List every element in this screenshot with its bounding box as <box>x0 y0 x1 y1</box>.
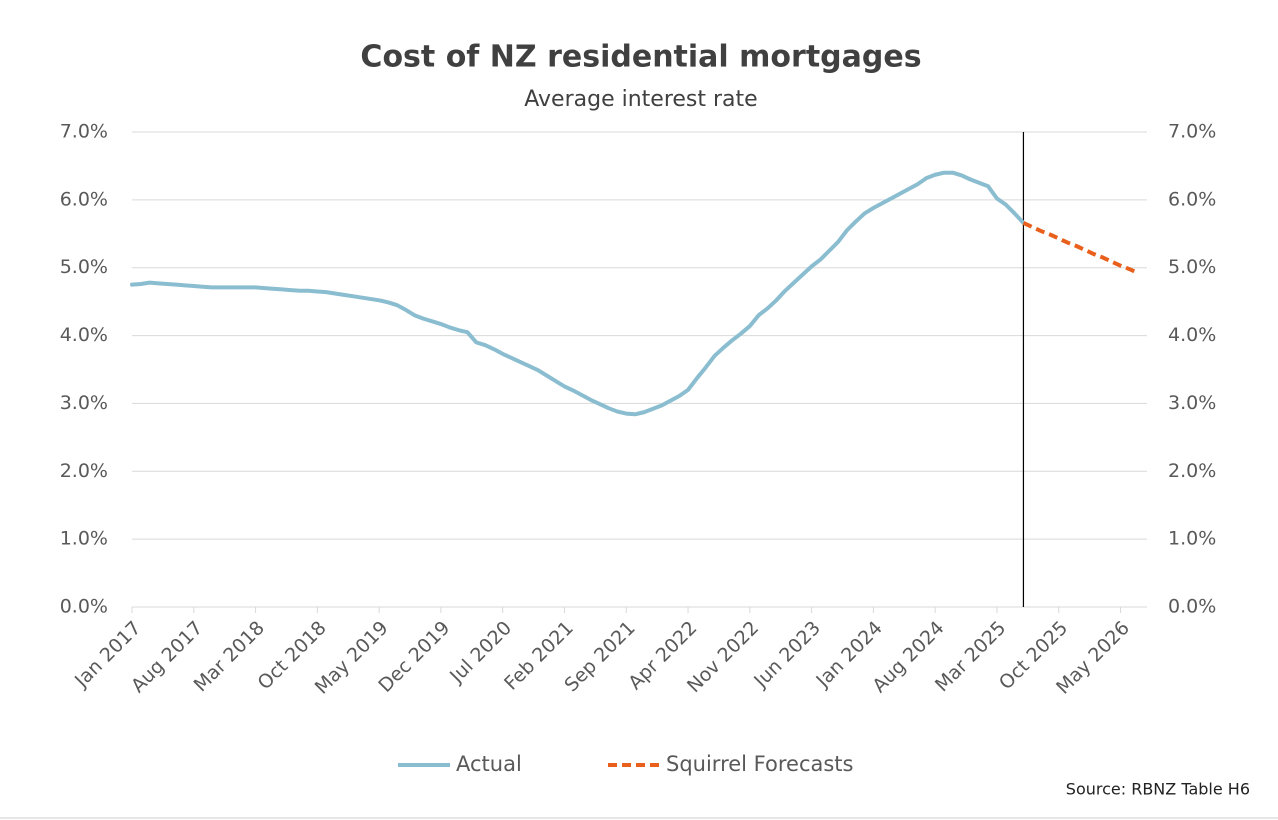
chart-subtitle: Average interest rate <box>524 87 757 112</box>
y2-tick-label: 3.0% <box>1168 392 1216 414</box>
y-tick-label: 6.0% <box>60 188 108 210</box>
x-tick-label: Jun 2023 <box>749 617 825 693</box>
series-line <box>1022 221 1140 275</box>
source-note: Source: RBNZ Table H6 <box>1066 780 1250 799</box>
y2-tick-label: 4.0% <box>1168 324 1216 346</box>
chart-title: Cost of NZ residential mortgages <box>360 40 921 75</box>
y2-tick-label: 5.0% <box>1168 256 1216 278</box>
y-tick-label: 5.0% <box>60 256 108 278</box>
y-tick-label: 7.0% <box>60 121 108 143</box>
legend-label: Squirrel Forecasts <box>666 752 853 776</box>
series-line <box>130 170 1026 417</box>
y-tick-label: 3.0% <box>60 392 108 414</box>
legend-label: Actual <box>456 752 522 776</box>
y-tick-label: 2.0% <box>60 460 108 482</box>
y-tick-label: 4.0% <box>60 324 108 346</box>
y2-tick-label: 6.0% <box>1168 188 1216 210</box>
y2-tick-label: 1.0% <box>1168 528 1216 550</box>
y-tick-label: 0.0% <box>60 596 108 618</box>
y2-tick-label: 0.0% <box>1168 596 1216 618</box>
y-tick-label: 1.0% <box>60 528 108 550</box>
y2-tick-label: 7.0% <box>1168 121 1216 143</box>
y2-tick-label: 2.0% <box>1168 460 1216 482</box>
